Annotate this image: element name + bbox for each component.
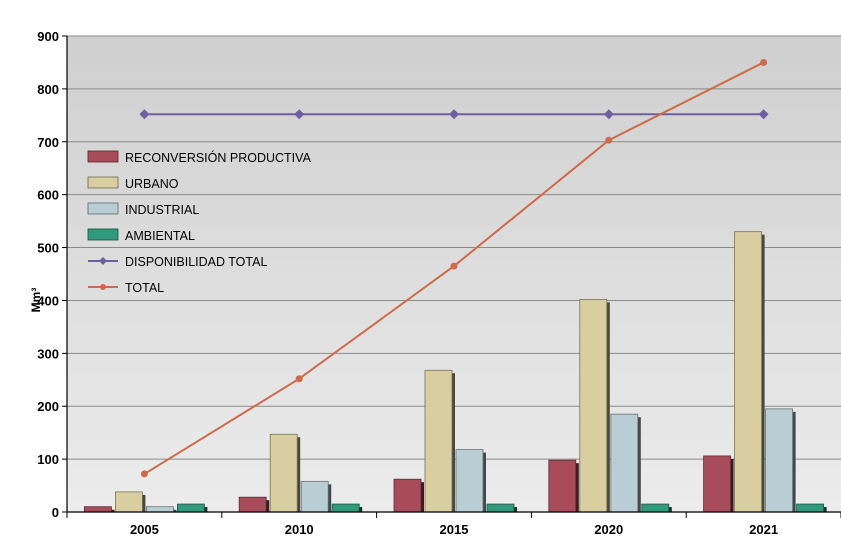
bar	[641, 503, 670, 513]
legend-swatch	[87, 176, 119, 189]
line-point	[294, 109, 305, 120]
bar-side	[359, 507, 363, 512]
bar-side	[761, 234, 765, 512]
line-point	[140, 470, 148, 478]
legend-label: INDUSTRIAL	[125, 203, 199, 217]
x-tick-label: 2010	[285, 522, 314, 537]
y-tick-label: 100	[37, 452, 59, 467]
bar	[610, 413, 639, 513]
y-axis-label: Mm³	[29, 288, 43, 313]
legend-marker	[100, 284, 106, 290]
legend-label: AMBIENTAL	[125, 229, 195, 243]
line-point	[449, 109, 459, 120]
bar-side	[297, 437, 301, 512]
bar-side	[514, 507, 517, 512]
legend-marker	[99, 257, 107, 265]
x-tick-label: 2020	[594, 522, 623, 537]
bar	[486, 503, 515, 513]
bar-side	[668, 507, 672, 512]
bar-side	[111, 509, 115, 512]
legend-swatch	[87, 202, 119, 215]
y-tick-label: 400	[37, 293, 59, 308]
bar	[579, 298, 608, 513]
y-tick-label: 600	[37, 188, 59, 203]
y-tick-label: 900	[37, 29, 59, 44]
bar-side	[266, 500, 270, 512]
line-point	[295, 375, 303, 383]
line-point	[605, 136, 613, 144]
legend-label: URBANO	[125, 177, 179, 191]
legend: RECONVERSIÓN PRODUCTIVA URBANO INDUSTRIAL A…	[87, 150, 312, 295]
bar	[145, 506, 174, 513]
bar-side	[328, 484, 332, 512]
line-point	[760, 58, 768, 66]
bar	[269, 433, 298, 513]
bar	[548, 459, 577, 513]
bar-side	[823, 507, 827, 512]
line-point	[603, 109, 614, 120]
bar	[84, 506, 112, 513]
bar	[455, 449, 484, 513]
legend-label: RECONVERSIÓN PRODUCTIVA	[125, 150, 312, 165]
bar	[424, 369, 453, 513]
bar	[796, 503, 824, 513]
y-tick-label: 200	[37, 399, 59, 414]
y-tick-label: 0	[52, 505, 59, 520]
axes: 0 100 200 300 400 500 600 700 800 900 2005 2010 2015…	[37, 29, 841, 537]
bar	[300, 480, 329, 513]
line-point	[450, 262, 458, 270]
bar	[393, 478, 422, 513]
bar	[331, 503, 360, 513]
bar	[734, 231, 762, 513]
y-tick-label: 700	[37, 135, 59, 150]
x-tick-label: 2005	[130, 522, 159, 537]
y-tick-label: 300	[37, 346, 59, 361]
x-tick-label: 2015	[440, 522, 469, 537]
bar	[176, 503, 205, 513]
bar-side	[142, 494, 146, 512]
bar-side	[606, 302, 610, 512]
bar-series	[84, 231, 827, 513]
bar-side	[173, 509, 177, 512]
bar-side	[637, 417, 641, 512]
bar-side	[792, 411, 796, 512]
legend-swatch	[87, 150, 119, 163]
bar-side	[483, 452, 486, 512]
line-point	[758, 109, 769, 120]
bar	[765, 408, 793, 513]
legend-swatch	[87, 228, 119, 241]
line-point	[139, 109, 150, 120]
y-tick-label: 500	[37, 241, 59, 256]
line-series	[139, 58, 769, 478]
bar-side	[421, 482, 424, 512]
bar	[238, 496, 267, 513]
bar	[703, 455, 731, 513]
y-tick-label: 800	[37, 82, 59, 97]
bar-side	[204, 507, 208, 512]
bar-side	[575, 463, 579, 512]
bar-side	[730, 458, 734, 512]
legend-label: DISPONIBILIDAD TOTAL	[125, 255, 267, 269]
bar	[115, 491, 143, 513]
bar-side	[452, 373, 455, 512]
x-tick-label: 2021	[749, 522, 778, 537]
legend-label: TOTAL	[125, 281, 164, 295]
